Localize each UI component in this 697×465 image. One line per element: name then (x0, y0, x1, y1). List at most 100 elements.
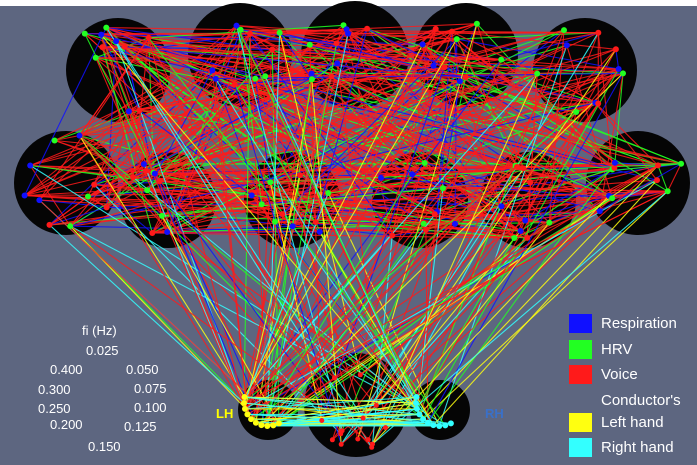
connection-line (243, 402, 451, 424)
connection-line (315, 28, 368, 223)
network-node (595, 100, 602, 107)
left-hand-node (241, 400, 247, 406)
connection-line (244, 235, 393, 410)
network-node (103, 204, 110, 211)
network-node (430, 62, 437, 69)
connection-line (513, 49, 617, 239)
respiration-swatch (569, 314, 592, 333)
network-node (655, 162, 661, 169)
connection-line (29, 165, 71, 227)
network-node (513, 164, 520, 170)
network-node (620, 70, 626, 77)
left-hand-swatch (569, 413, 592, 432)
network-node (233, 22, 240, 29)
connection-line (422, 190, 669, 420)
left-hand-node (244, 411, 251, 418)
connection-line (362, 222, 550, 419)
connection-line (411, 23, 478, 175)
network-node (209, 67, 216, 74)
network-node (212, 75, 219, 82)
freq-value: 0.025 (86, 343, 119, 358)
connection-line (432, 179, 658, 426)
freq-value: 0.075 (134, 381, 167, 396)
connection-line (24, 73, 538, 197)
right-hand-node (447, 420, 454, 427)
left-hand-node (241, 394, 248, 400)
network-node (448, 28, 455, 35)
network-node (51, 137, 58, 144)
connection-line (362, 68, 620, 419)
connection-line (391, 28, 437, 236)
connection-line (250, 197, 613, 420)
network-node (383, 425, 388, 431)
network-node (611, 159, 618, 166)
connection-line (132, 73, 312, 178)
network-node (378, 174, 384, 181)
connection-line (419, 165, 659, 415)
network-node (306, 41, 313, 48)
connection-line (49, 196, 89, 226)
network-node (125, 108, 132, 115)
connection-line (79, 135, 424, 420)
voice-swatch (569, 365, 592, 384)
connection-line (79, 135, 335, 379)
network-node (573, 109, 580, 115)
left-hand-node (248, 416, 255, 423)
network-node (678, 160, 685, 167)
network-node (561, 27, 567, 34)
connection-line (244, 396, 417, 410)
connection-line (79, 135, 245, 398)
connection-line (243, 190, 668, 404)
connection-line (148, 37, 246, 410)
network-node (297, 172, 303, 179)
connection-line (371, 73, 538, 445)
network-node (422, 226, 429, 233)
network-node (36, 197, 43, 204)
network-node (144, 187, 151, 194)
connection-line (106, 27, 531, 184)
connection-line (49, 76, 332, 226)
legend-label: Left hand (601, 414, 664, 431)
legend-label: HRV (601, 341, 633, 358)
right-hand-node (413, 394, 420, 400)
network-node (289, 223, 296, 230)
connection-line (292, 225, 434, 426)
connection-line (311, 73, 444, 189)
network-node (343, 26, 350, 33)
connection-line (385, 222, 550, 428)
network-node (140, 161, 147, 168)
network-node (164, 229, 171, 235)
network-node (357, 372, 363, 378)
network-node (258, 201, 265, 208)
connection-line (250, 67, 445, 420)
connection-line (243, 33, 251, 404)
connection-line (215, 78, 425, 225)
connection-line (148, 37, 342, 435)
network-node (453, 36, 460, 43)
connection-line (24, 78, 313, 197)
connection-line (451, 31, 616, 50)
connection-line (465, 76, 682, 165)
network-node (421, 160, 428, 166)
connection-line (132, 62, 338, 178)
network-node (145, 34, 152, 41)
connection-line (433, 29, 565, 67)
connection-line (240, 29, 599, 34)
connection-line (153, 172, 369, 440)
network-node (611, 164, 618, 171)
connection-line (615, 49, 620, 70)
network-node (276, 29, 283, 36)
connection-line (148, 37, 446, 426)
connection-line (105, 27, 294, 227)
network-node (498, 203, 505, 210)
network-node (279, 211, 286, 218)
connection-line (158, 181, 268, 427)
right-hand-node (442, 422, 449, 429)
connection-line (327, 192, 440, 427)
network-node (248, 192, 255, 199)
connection-line (244, 210, 601, 398)
connection-line (152, 172, 257, 423)
connection-line (30, 164, 154, 174)
network-node (85, 193, 91, 200)
network-node (432, 25, 439, 32)
